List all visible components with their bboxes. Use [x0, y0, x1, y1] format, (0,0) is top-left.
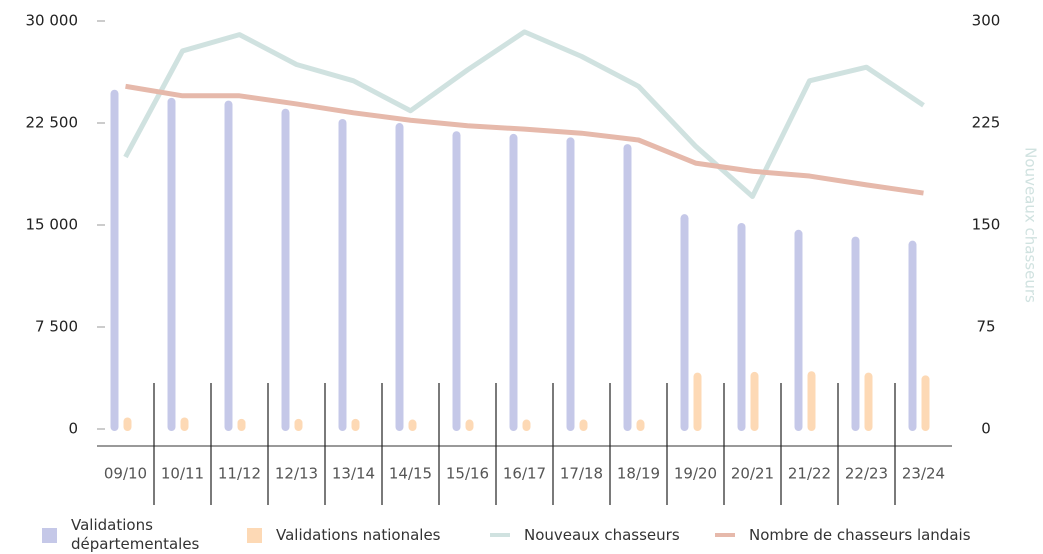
y2-tick-label: 150 [972, 216, 1001, 234]
x-tick-label: 16/17 [503, 465, 546, 483]
legend-item: Nouveaux chasseurs [490, 514, 680, 554]
bar [921, 375, 930, 431]
legend-label: Nombre de chasseurs landais [749, 526, 971, 544]
y2-tick-label: 0 [981, 420, 991, 438]
x-tick-label: 13/14 [332, 465, 375, 483]
x-tick-label: 12/13 [275, 465, 318, 483]
x-tick-label: 18/19 [617, 465, 660, 483]
y-tick-label: 7 500 [35, 318, 78, 336]
line [123, 29, 925, 199]
bar [465, 419, 474, 431]
bar [623, 144, 632, 431]
legend-swatch [490, 533, 510, 537]
bar [636, 419, 645, 431]
bar [566, 137, 575, 431]
y-tick-label: 0 [68, 420, 78, 438]
bar [794, 229, 803, 431]
legend-label: Validations nationales [276, 526, 441, 544]
x-tick-label: 10/11 [161, 465, 204, 483]
y2-axis-label: Nouveaux chasseurs [1022, 147, 1040, 303]
bar [750, 371, 759, 431]
chart: Nouveaux chasseurs 0 7 500 15 000 22 500 30 … [26, 12, 1040, 505]
legend-label: Validations départementales [71, 516, 200, 553]
y-tick-label: 22 500 [26, 114, 79, 132]
bar [807, 371, 816, 431]
bar [408, 419, 417, 431]
bar [281, 108, 290, 431]
bar [851, 236, 860, 431]
legend: Validations départementales Validations n… [0, 514, 1043, 554]
x-tick-label: 15/16 [446, 465, 489, 483]
x-tick-label: 09/10 [104, 465, 147, 483]
bar [509, 133, 518, 432]
legend-swatch [247, 527, 262, 543]
x-tick-label: 11/12 [218, 465, 261, 483]
bar [110, 89, 119, 431]
y2-tick-label: 75 [976, 318, 995, 336]
bar [180, 417, 189, 431]
legend-swatch [715, 533, 735, 537]
bar [452, 131, 461, 431]
bar [680, 214, 689, 431]
bar [224, 100, 233, 431]
bar [693, 372, 702, 431]
bar [123, 417, 132, 431]
y-tick-label: 15 000 [26, 216, 79, 234]
bar [351, 418, 360, 431]
x-tick-label: 22/23 [845, 465, 888, 483]
bar [522, 419, 531, 431]
legend-item: Validations départementales [42, 514, 221, 554]
x-tick-label: 21/22 [788, 465, 831, 483]
bar [395, 123, 404, 431]
x-tick-label: 19/20 [674, 465, 717, 483]
y2-tick-label: 225 [972, 114, 1001, 132]
bar [737, 223, 746, 431]
legend-swatch [42, 527, 57, 543]
x-tick-label: 17/18 [560, 465, 603, 483]
x-tick-label: 23/24 [902, 465, 945, 483]
bar [338, 118, 347, 432]
x-tick-label: 14/15 [389, 465, 432, 483]
y2-tick-label: 300 [972, 12, 1001, 30]
legend-item: Nombre de chasseurs landais [715, 514, 971, 554]
legend-item: Validations nationales [247, 514, 441, 554]
line [125, 83, 924, 196]
bar [908, 240, 917, 431]
legend-label: Nouveaux chasseurs [524, 526, 680, 544]
bar [864, 372, 873, 431]
bar [579, 419, 588, 431]
x-tick-label: 20/21 [731, 465, 774, 483]
bar [294, 418, 303, 431]
bar [237, 418, 246, 431]
bar [167, 97, 176, 431]
y-tick-label: 30 000 [26, 12, 79, 30]
